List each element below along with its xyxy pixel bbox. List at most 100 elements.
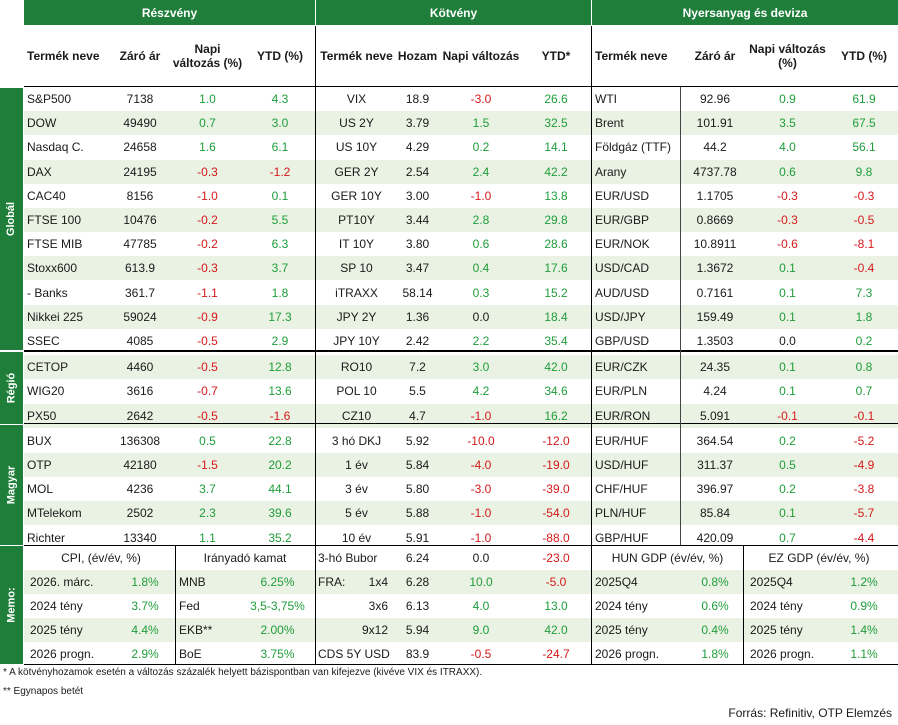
rate-value: 2.00% — [260, 623, 295, 637]
hun-gdp-label: 2025Q4 — [595, 575, 638, 589]
cell-eq-1: 49490 — [123, 116, 157, 130]
cell-cm-3: -0.5 — [853, 213, 875, 227]
cell-eq-0: CETOP — [27, 360, 69, 374]
cpi-label: 2024 tény — [30, 599, 83, 613]
cell-eq-2: -1.0 — [197, 189, 218, 203]
ez-gdp-title: EZ GDP (év/év, %) — [768, 551, 870, 565]
cell-eq-3: 3.7 — [271, 261, 289, 275]
colhead-bd-2: Napi változás — [442, 49, 520, 63]
cell-bd-0: JPY 2Y — [336, 310, 377, 324]
cell-cm-1: 4737.78 — [693, 165, 737, 179]
cell-cm-1: 0.7161 — [696, 286, 734, 300]
cell-cm-0: EUR/USD — [595, 189, 650, 203]
rule — [175, 546, 176, 664]
cell-eq-1: 47785 — [123, 237, 157, 251]
cell-bd-3: 26.6 — [544, 92, 568, 106]
cell-bd-3: 16.2 — [544, 409, 568, 423]
rate-label: BoE — [179, 647, 202, 661]
cell-bd-1: 1.36 — [405, 310, 430, 324]
bubor-label: FRA: — [318, 575, 346, 589]
rule — [743, 546, 744, 664]
cpi-label: 2026 progn. — [30, 647, 95, 661]
rule — [24, 350, 898, 352]
cell-bd-2: 2.8 — [472, 213, 490, 227]
cell-eq-3: 3.0 — [271, 116, 289, 130]
cell-cm-3: 9.8 — [855, 165, 873, 179]
cpi-label: 2025 tény — [30, 623, 83, 637]
cell-bd-1: 2.42 — [405, 334, 430, 348]
memo-band — [24, 618, 898, 642]
rate-label: EKB** — [179, 623, 213, 637]
cell-cm-1: 5.091 — [699, 409, 731, 423]
cell-eq-0: DAX — [27, 165, 52, 179]
cell-cm-0: Brent — [595, 116, 624, 130]
cell-bd-1: 18.9 — [405, 92, 430, 106]
rule — [24, 545, 898, 546]
cell-bd-1: 3.79 — [405, 116, 430, 130]
bubor-value: 6.13 — [405, 599, 430, 613]
equity-header: Részvény — [24, 0, 315, 25]
cell-eq-3: -1.2 — [269, 165, 291, 179]
cell-eq-0: Richter — [27, 531, 66, 545]
cell-bd-1: 3.80 — [405, 237, 430, 251]
rate-value: 6.25% — [260, 575, 295, 589]
ez-gdp-label: 2026 progn. — [750, 647, 815, 661]
cell-bd-3: 18.4 — [544, 310, 568, 324]
cell-bd-3: 13.8 — [544, 189, 568, 203]
cell-bd-2: -3.0 — [470, 92, 492, 106]
rule — [591, 0, 592, 25]
row-band — [24, 501, 898, 525]
cell-eq-2: -0.7 — [197, 384, 218, 398]
cpi-value: 1.8% — [131, 575, 159, 589]
cell-cm-0: USD/JPY — [595, 310, 646, 324]
cell-cm-2: 0.1 — [779, 261, 796, 275]
cell-eq-0: Nikkei 225 — [27, 310, 84, 324]
cell-cm-1: 44.2 — [703, 140, 727, 154]
rate-label: Fed — [179, 599, 200, 613]
cell-bd-1: 3.47 — [405, 261, 430, 275]
cell-eq-3: 39.6 — [268, 506, 292, 520]
bubor-value: 9.0 — [472, 623, 490, 637]
section-global: Globál — [0, 88, 23, 350]
cell-bd-3: -39.0 — [542, 482, 570, 496]
cell-cm-3: 7.3 — [855, 286, 873, 300]
cell-bd-0: 3 év — [345, 482, 368, 496]
cell-eq-2: 2.3 — [199, 506, 216, 520]
cell-bd-1: 7.2 — [409, 360, 426, 374]
cell-bd-0: RO10 — [340, 360, 373, 374]
cell-eq-2: -0.9 — [197, 310, 218, 324]
colhead-cm-3: YTD (%) — [841, 49, 887, 63]
cell-eq-3: 1.8 — [271, 286, 289, 300]
source-note: Forrás: Refinitiv, OTP Elemzés — [728, 706, 892, 720]
row-band — [24, 111, 898, 135]
colhead-bd-0: Termék neve — [320, 49, 393, 63]
colhead-cm-1: Záró ár — [694, 49, 736, 63]
cell-cm-1: 396.97 — [696, 482, 734, 496]
cell-eq-2: -1.5 — [197, 458, 218, 472]
cell-eq-2: 0.5 — [199, 434, 216, 448]
cell-bd-2: 2.2 — [472, 334, 490, 348]
cell-bd-3: 29.8 — [544, 213, 568, 227]
cell-cm-2: 0.9 — [779, 92, 796, 106]
cell-eq-1: 13340 — [123, 531, 157, 545]
cell-eq-0: OTP — [27, 458, 52, 472]
bubor-value: 0.0 — [472, 551, 490, 565]
rule — [680, 87, 681, 545]
cell-eq-3: 22.8 — [268, 434, 292, 448]
cell-bd-1: 5.88 — [405, 506, 430, 520]
cell-bd-3: 17.6 — [544, 261, 568, 275]
cell-eq-2: 1.1 — [199, 531, 216, 545]
rule — [24, 423, 898, 424]
cell-bd-2: 3.0 — [472, 360, 490, 374]
ez-gdp-value: 1.4% — [850, 623, 878, 637]
row-band — [24, 160, 898, 184]
row-band — [24, 404, 898, 428]
bubor-value: -23.0 — [542, 551, 570, 565]
section-region: Régió — [0, 352, 23, 424]
colhead-bd-1: Hozam — [397, 49, 438, 63]
cell-eq-1: 4460 — [126, 360, 154, 374]
cell-eq-3: 44.1 — [268, 482, 292, 496]
bond-header: Kötvény — [316, 0, 591, 25]
cell-bd-3: -88.0 — [542, 531, 570, 545]
hun-gdp-value: 1.8% — [701, 647, 729, 661]
